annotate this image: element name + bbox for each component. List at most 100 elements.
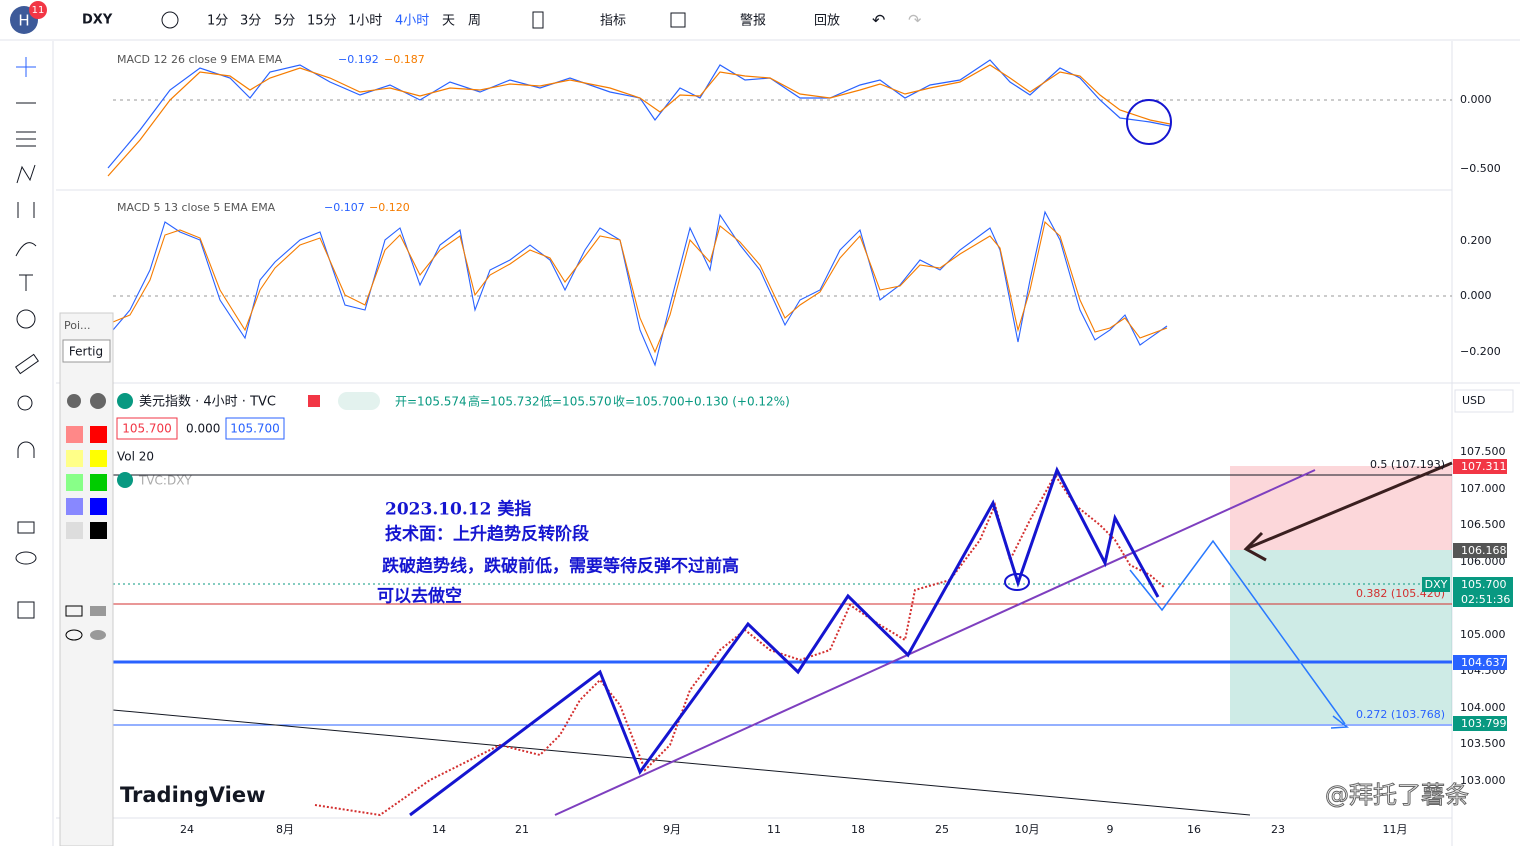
axis-label: 106.000 [1460, 555, 1506, 568]
axis-label: 103.000 [1460, 774, 1506, 787]
volume-label: Vol 20 [117, 450, 154, 464]
price-badge-text: 105.700 [1461, 578, 1507, 591]
drawing-panel [59, 312, 114, 846]
projection [1129, 539, 1346, 725]
add-icon[interactable] [161, 11, 179, 29]
interval[interactable]: 1小时 [348, 14, 382, 29]
note-line: 2023.10.12 美指 [385, 499, 531, 520]
alerts-button[interactable]: 警报 [740, 13, 766, 29]
axis-label: 104.000 [1460, 701, 1506, 714]
price-badge [1453, 577, 1513, 607]
x-label: 8月 [276, 823, 294, 836]
replay-button[interactable]: 回放 [814, 14, 840, 29]
axis-label: 0.000 [1460, 93, 1492, 106]
x-label: 10月 [1015, 823, 1040, 836]
x-label: 11 [767, 823, 781, 836]
interval[interactable]: 周 [468, 14, 481, 29]
x-label: 18 [851, 823, 865, 836]
ohlc: +0.130 (+0.12%) [684, 395, 790, 409]
axis-label: 0.200 [1460, 234, 1492, 247]
fib-label: 0.272 (103.768) [1356, 708, 1445, 721]
done-button[interactable] [62, 339, 111, 363]
bid-box[interactable] [116, 417, 178, 440]
axis-label: 106.500 [1460, 518, 1506, 531]
x-label: 11月 [1383, 823, 1408, 836]
trend-line [112, 709, 1251, 816]
status-pill [338, 392, 380, 410]
trend-line [554, 469, 1316, 816]
x-label: 25 [935, 823, 949, 836]
bid: 105.700 [122, 422, 172, 436]
wave-arrows [409, 466, 1160, 817]
redo[interactable]: ↷ [908, 11, 922, 30]
axis-label: −0.200 [1460, 345, 1501, 358]
fib-label: 0.5 (107.193) [1370, 458, 1445, 471]
price-badge-text: 103.799 [1461, 717, 1507, 730]
interval[interactable]: 天 [442, 14, 455, 29]
price-badge [1453, 459, 1507, 474]
interval[interactable]: 1分 [207, 14, 228, 29]
x-label: 14 [432, 823, 446, 836]
macd-value: −0.107 [324, 201, 365, 214]
undo[interactable]: ↶ [872, 11, 885, 30]
macd-line [112, 210, 1168, 367]
signal-value: −0.187 [384, 53, 425, 66]
price-badge-text: 106.168 [1461, 544, 1507, 557]
symbol-search[interactable]: DXY [82, 13, 113, 28]
avatar-letter: H [18, 12, 29, 30]
x-label: 21 [515, 823, 529, 836]
top-toolbar [0, 0, 1520, 40]
price-badge [1453, 716, 1507, 731]
price-badge-text: 107.311 [1461, 460, 1507, 473]
spread: 0.000 [186, 422, 220, 436]
currency: USD [1462, 394, 1486, 407]
x-label: 16 [1187, 823, 1201, 836]
x-label: 23 [1271, 823, 1285, 836]
macd-value: −0.192 [338, 53, 379, 66]
price-badge-text: 104.637 [1461, 656, 1507, 669]
price-badge [1453, 655, 1507, 670]
x-label: 9月 [663, 823, 681, 836]
ohlc: 低=105.570 [540, 395, 612, 409]
ask-box[interactable] [225, 417, 285, 440]
compare-symbol: TVC:DXY [138, 474, 192, 488]
layout-icon[interactable] [670, 12, 686, 28]
axis-label: −0.500 [1460, 162, 1501, 175]
done-label: Fertig [69, 345, 103, 359]
indicator-label: MACD 12 26 close 9 EMA EMA [117, 53, 283, 66]
indicator-label: MACD 5 13 close 5 EMA EMA [117, 201, 276, 214]
projection-head [1330, 715, 1350, 729]
price-badge [1453, 543, 1507, 558]
signal-value: −0.120 [369, 201, 410, 214]
price-candles [314, 473, 1166, 817]
watermark: @拜托了薯条 [1325, 781, 1469, 809]
signal-line [112, 220, 1168, 354]
interval-active[interactable]: 4小时 [395, 14, 429, 29]
axis-label: 0.000 [1460, 289, 1492, 302]
currency-select[interactable] [1454, 389, 1514, 413]
x-label: 24 [180, 823, 194, 836]
flag[interactable] [308, 395, 320, 407]
ask: 105.700 [230, 422, 280, 436]
left-toolbar [0, 41, 52, 846]
symbol-badge-text: DXY [1425, 578, 1448, 591]
note-line: 跌破趋势线，跌破前低，需要等待反弹不过前高 [382, 556, 739, 577]
indicators-button[interactable]: 指标 [600, 14, 626, 29]
chart-type-icon[interactable] [532, 11, 544, 29]
ohlc: 开=105.574 [395, 395, 467, 409]
watermark: TradingView [120, 783, 265, 807]
interval[interactable]: 15分 [307, 14, 337, 29]
note-line: 技术面：上升趋势反转阶段 [385, 524, 589, 545]
symbol-icon [117, 393, 133, 409]
drawn-arrow [1247, 461, 1453, 550]
tool-icons [14, 57, 40, 619]
interval[interactable]: 5分 [274, 14, 295, 29]
drawn-arrow-head [1243, 531, 1267, 562]
axis-label: 107.000 [1460, 482, 1506, 495]
ohlc: 高=105.732 [468, 394, 540, 409]
badge-count: 11 [32, 5, 45, 16]
signal-line [107, 64, 1171, 177]
interval[interactable]: 3分 [240, 14, 261, 29]
